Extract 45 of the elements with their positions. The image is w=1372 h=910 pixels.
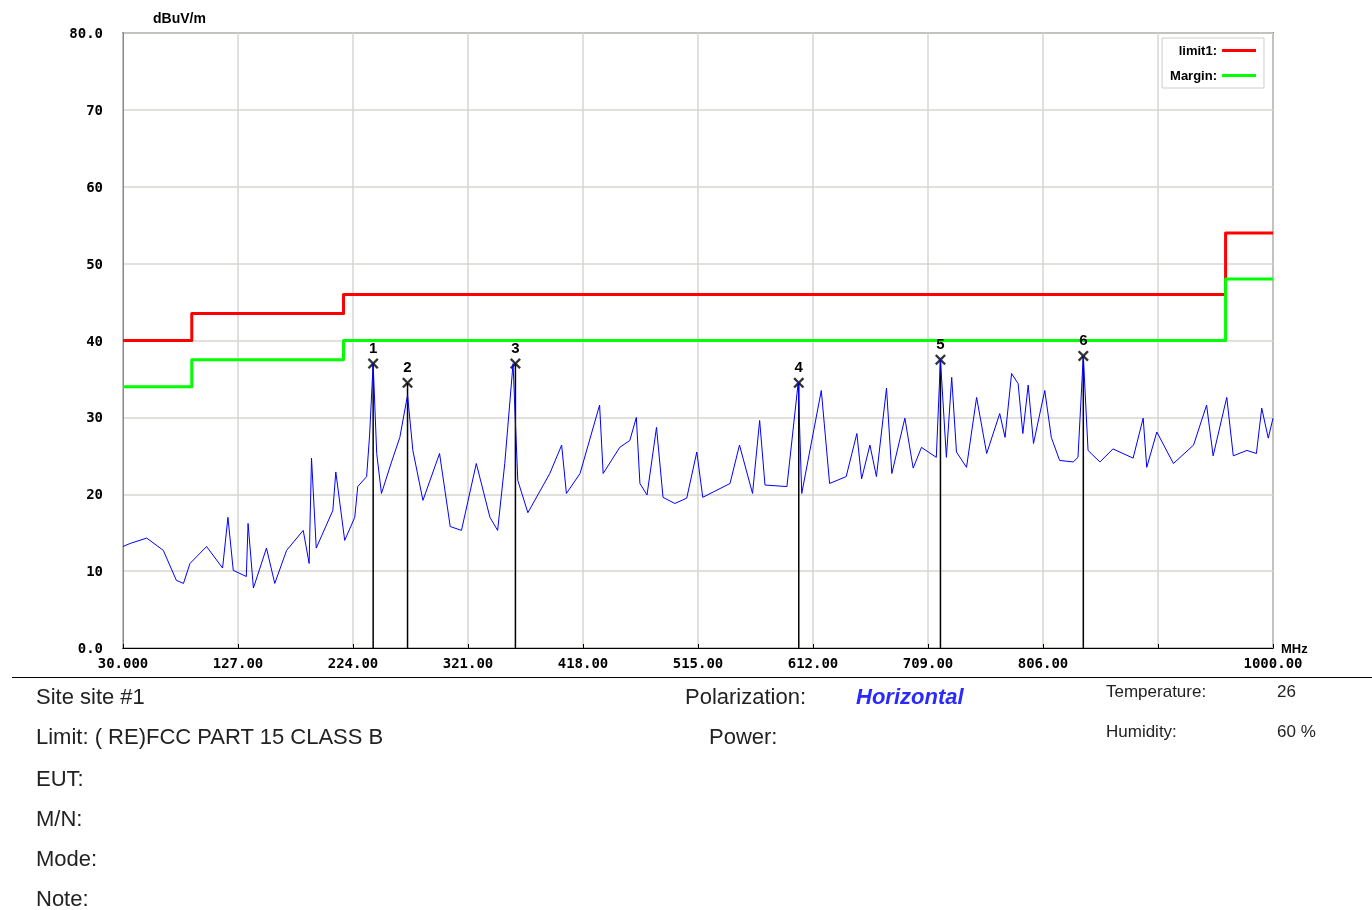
text: Polarization: — [685, 684, 807, 710]
text: Horizontal — [856, 684, 964, 710]
x-tick-label: 321.00 — [442, 655, 494, 671]
x-tick-label: 612.00 — [787, 655, 839, 671]
y-tick-label: 70 — [86, 101, 103, 118]
y-axis-title: dBuV/m — [153, 10, 206, 26]
text: EUT: — [36, 766, 84, 792]
annotation: 1 — [368, 338, 378, 356]
text: Humidity: — [1106, 722, 1177, 742]
x-tick-label: 30.000 — [97, 655, 149, 671]
text: Limit: ( RE)FCC PART 15 CLASS B — [36, 724, 384, 750]
x-tick-label: 515.00 — [672, 655, 724, 671]
x-tick-label: 806.00 — [1017, 655, 1069, 671]
x-tick-label: 418.00 — [557, 655, 609, 671]
point — [1077, 350, 1089, 362]
text: 60 % — [1277, 722, 1316, 742]
legend-label: limit1: — [1178, 43, 1217, 58]
x-tick-label: 709.00 — [902, 655, 954, 671]
text: Power: — [709, 724, 778, 750]
point — [934, 354, 946, 366]
point — [367, 358, 379, 370]
x-tick-label: 1000.00 — [1243, 655, 1303, 671]
legend-label: Margin: — [1170, 68, 1217, 83]
x-axis-title: MHz — [1281, 640, 1309, 656]
text: 26 — [1277, 682, 1296, 702]
y-tick-label: 80.0 — [69, 25, 103, 41]
point — [793, 377, 805, 389]
text: Temperature: — [1106, 682, 1207, 702]
y-tick-label: 50 — [86, 255, 103, 272]
annotation: 3 — [511, 338, 520, 356]
point — [402, 377, 414, 389]
y-tick-label: 20 — [86, 486, 103, 503]
y-tick-label: 30 — [86, 409, 103, 426]
annotation: 4 — [794, 357, 804, 375]
x-tick-label: 224.00 — [327, 655, 379, 671]
text: Site site #1 — [36, 684, 145, 710]
x-tick-label: 127.00 — [212, 655, 264, 671]
y-tick-label: 60 — [86, 178, 103, 195]
text: M/N: — [36, 806, 83, 832]
text: Mode: — [36, 846, 98, 872]
annotation: 2 — [403, 357, 412, 375]
y-tick-label: 40 — [86, 332, 103, 349]
text: Note: — [36, 886, 89, 910]
y-tick-label: 10 — [86, 563, 103, 580]
y-tick-label: 0.0 — [77, 640, 103, 656]
